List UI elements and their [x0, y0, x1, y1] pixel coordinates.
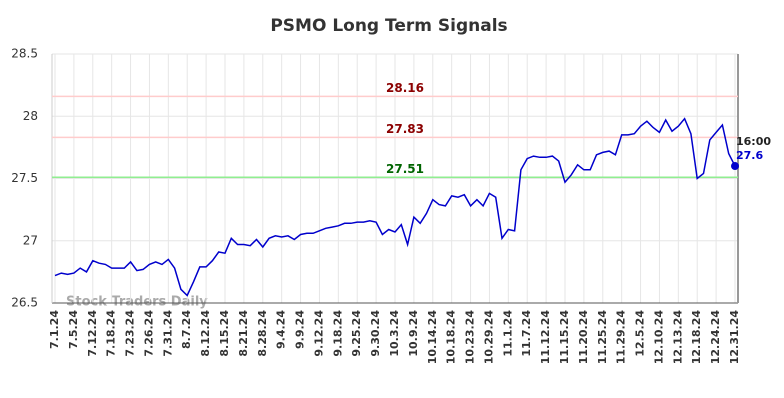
x-tick-label: 9.25.24 — [350, 310, 363, 357]
x-tick-label: 10.29.24 — [482, 310, 495, 365]
y-tick-label: 27.5 — [11, 171, 38, 185]
y-tick-label: 26.5 — [11, 296, 38, 310]
x-tick-label: 12.18.24 — [690, 310, 703, 365]
x-tick-label: 11.12.24 — [539, 310, 552, 365]
x-tick-label: 8.21.24 — [237, 310, 250, 357]
x-tick-label: 8.12.24 — [199, 310, 212, 357]
x-tick-label: 12.31.24 — [728, 310, 741, 365]
x-tick-label: 9.4.24 — [275, 310, 288, 349]
x-tick-label: 10.23.24 — [464, 310, 477, 365]
signal-label: 28.16 — [386, 81, 424, 95]
x-tick-label: 8.28.24 — [256, 310, 269, 357]
last-value-label: 27.6 — [736, 149, 763, 162]
x-tick-label: 9.9.24 — [294, 310, 307, 349]
signal-label: 27.83 — [386, 122, 424, 136]
x-tick-label: 7.5.24 — [67, 310, 80, 349]
x-tick-label: 7.26.24 — [142, 310, 155, 357]
x-tick-label: 11.20.24 — [577, 310, 590, 365]
x-tick-label: 8.7.24 — [180, 310, 193, 349]
x-tick-label: 12.10.24 — [652, 310, 665, 365]
x-tick-label: 8.15.24 — [218, 310, 231, 357]
x-tick-label: 11.25.24 — [596, 310, 609, 365]
signal-label: 27.51 — [386, 162, 424, 176]
x-tick-label: 10.18.24 — [445, 310, 458, 365]
x-tick-label: 12.5.24 — [634, 310, 647, 357]
price-line — [54, 117, 736, 297]
x-tick-label: 9.18.24 — [331, 310, 344, 357]
y-tick-label: 27 — [23, 233, 38, 247]
last-point — [731, 162, 739, 171]
x-tick-label: 11.7.24 — [520, 310, 533, 357]
y-tick-label: 28.5 — [11, 47, 38, 61]
x-tick-label: 11.1.24 — [501, 310, 514, 357]
y-tick-label: 28 — [23, 109, 38, 123]
chart-title: PSMO Long Term Signals — [270, 16, 507, 36]
x-tick-label: 12.13.24 — [671, 310, 684, 365]
x-tick-label: 12.24.24 — [709, 310, 722, 365]
x-tick-label: 7.18.24 — [105, 310, 118, 357]
x-tick-label: 7.31.24 — [161, 310, 174, 357]
x-tick-label: 10.14.24 — [426, 310, 439, 365]
watermark: Stock Traders Daily — [66, 295, 208, 310]
last-time-label: 16:00 — [736, 135, 771, 148]
x-tick-label: 7.23.24 — [124, 310, 137, 357]
x-tick-label: 9.12.24 — [312, 310, 325, 357]
x-tick-label: 10.9.24 — [407, 310, 420, 357]
x-tick-label: 7.12.24 — [86, 310, 99, 357]
x-tick-label: 11.29.24 — [615, 310, 628, 365]
x-tick-label: 9.30.24 — [369, 310, 382, 357]
x-tick-label: 7.1.24 — [48, 310, 61, 349]
x-tick-label: 10.3.24 — [388, 310, 401, 357]
x-tick-label: 11.15.24 — [558, 310, 571, 365]
